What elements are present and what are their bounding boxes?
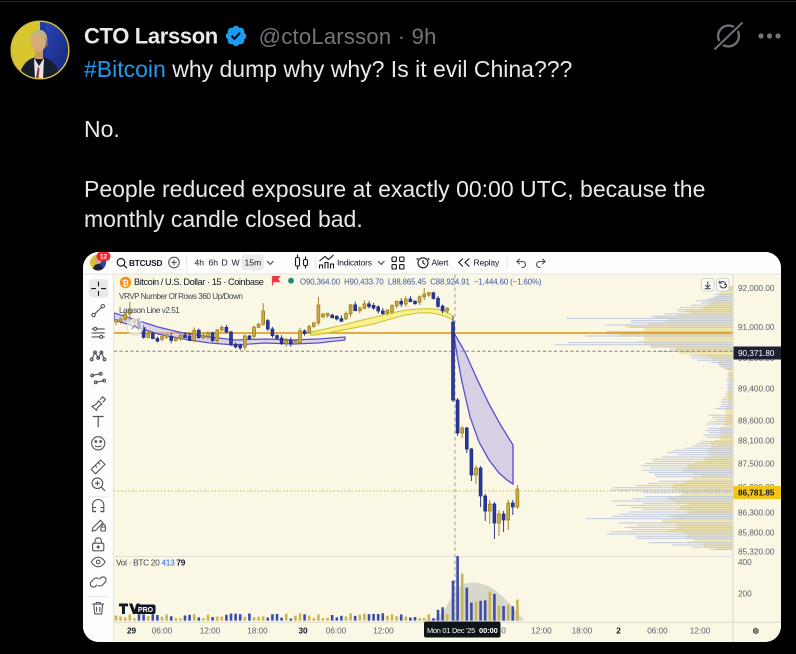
svg-text:86,300.00: 86,300.00 [738,509,775,518]
svg-text:PRO: PRO [138,607,154,614]
svg-text:85,320.00: 85,320.00 [738,548,775,557]
svg-text:O90,364.00 H90,433.70 L88,86: O90,364.00 H90,433.70 L88,865.45 C88,924… [300,277,542,286]
svg-text:12:00: 12:00 [690,627,711,636]
svg-text:6h: 6h [209,258,219,268]
svg-text:06:00: 06:00 [152,627,173,636]
svg-text:4h: 4h [195,258,205,268]
svg-text:15m: 15m [244,258,261,268]
svg-text:Bitcoin / U.S. Dollar · 15 · C: Bitcoin / U.S. Dollar · 15 · Coinbase [134,277,264,287]
svg-text:90,371.80: 90,371.80 [738,349,775,358]
svg-text:29: 29 [127,627,137,636]
svg-text:VRVP Number Of Rows 360 Up/Dow: VRVP Number Of Rows 360 Up/Down [119,292,242,301]
svg-text:Larsson Line v2.51: Larsson Line v2.51 [119,306,180,315]
svg-text:18:00: 18:00 [247,627,268,636]
svg-text:91,000.00: 91,000.00 [738,323,775,332]
svg-text:200: 200 [738,590,752,599]
svg-text:BTCUSD: BTCUSD [129,259,162,268]
svg-text:00:00: 00:00 [479,626,498,635]
svg-text:₿: ₿ [122,279,129,288]
svg-text:85,800.00: 85,800.00 [738,529,775,538]
svg-text:Replay: Replay [474,258,500,268]
svg-text:18:00: 18:00 [572,627,593,636]
svg-text:30: 30 [298,627,308,636]
svg-text:Mon 01 Dec '25: Mon 01 Dec '25 [427,626,475,635]
svg-text:2: 2 [616,627,621,636]
svg-text:Vol · BTC 20 413 79: Vol · BTC 20 413 79 [116,558,186,568]
svg-text:W: W [232,258,241,268]
svg-text:86,781.85: 86,781.85 [738,489,775,498]
svg-text:400: 400 [738,558,752,567]
svg-text:87,500.00: 87,500.00 [738,460,775,469]
svg-text:12:00: 12:00 [373,627,394,636]
svg-text:89,400.00: 89,400.00 [738,385,775,394]
svg-text:D: D [222,258,228,268]
svg-text:06:00: 06:00 [647,627,668,636]
svg-text:12:00: 12:00 [200,627,221,636]
svg-text:12: 12 [100,254,108,261]
svg-text:12:00: 12:00 [531,627,552,636]
svg-text:06:00: 06:00 [326,627,347,636]
svg-text:Alert: Alert [432,258,449,268]
svg-text:88,100.00: 88,100.00 [738,437,775,446]
svg-text:0: 0 [501,627,506,636]
svg-text:Indicators: Indicators [337,258,372,268]
svg-text:92,000.00: 92,000.00 [738,284,775,293]
svg-text:88,600.00: 88,600.00 [738,417,775,426]
